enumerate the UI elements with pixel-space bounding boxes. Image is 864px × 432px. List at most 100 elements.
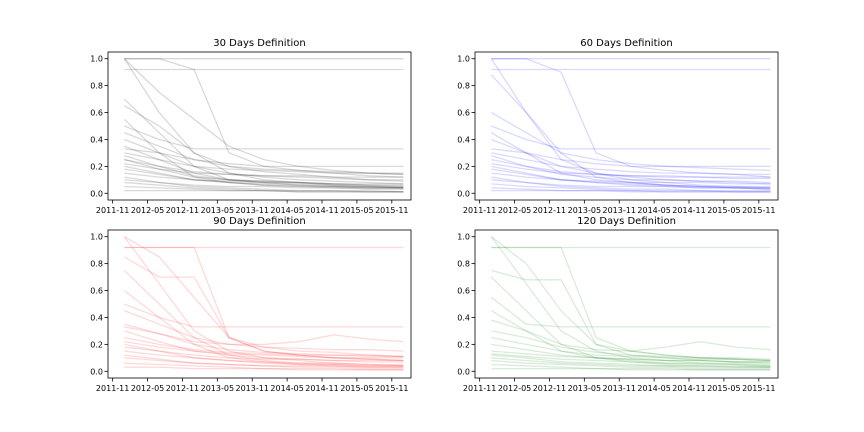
y-tick-label: 0.6: [90, 109, 103, 118]
x-tick-label: 2013-05: [568, 384, 601, 393]
series-line-15: [124, 154, 404, 186]
series-line-7: [490, 296, 771, 328]
y-tick-label: 0.6: [457, 287, 470, 296]
series-line-4: [124, 246, 404, 362]
x-tick-label: 2012-11: [166, 206, 199, 215]
chart-title: 120 Days Definition: [577, 216, 676, 227]
series-line-18: [491, 363, 771, 371]
x-tick-label: 2015-05: [707, 206, 740, 215]
series-line-20: [491, 183, 771, 193]
chart-title: 30 Days Definition: [213, 38, 305, 49]
series-line-16: [491, 357, 771, 368]
y-tick-label: 0.8: [457, 260, 470, 269]
series-line-16: [124, 158, 404, 181]
x-tick-label: 2014-11: [305, 384, 338, 393]
series-line-18: [491, 176, 771, 192]
y-tick-label: 0.4: [90, 135, 103, 144]
series-line-17: [491, 359, 771, 370]
series-line-17: [124, 350, 404, 366]
series-line-9: [491, 138, 771, 185]
x-tick-label: 2013-11: [236, 384, 269, 393]
series-line-8: [490, 310, 771, 367]
plot-frame: [107, 51, 412, 201]
series-line-11: [124, 326, 404, 352]
x-tick-label: 2013-11: [603, 206, 636, 215]
series-line-10: [491, 330, 771, 360]
x-tick-label: 2015-11: [375, 384, 408, 393]
series-line-18: [124, 163, 404, 178]
series-line-16: [491, 168, 771, 188]
series-line-19: [124, 165, 404, 190]
series-group: [123, 58, 404, 193]
y-tick-label: 0.0: [457, 189, 470, 198]
series-line-16: [124, 346, 404, 362]
plot-frame: [474, 51, 779, 201]
x-tick-label: 2015-11: [742, 206, 775, 215]
plot-frame: [474, 229, 779, 379]
series-line-8: [490, 132, 771, 189]
x-tick-label: 2013-11: [236, 206, 269, 215]
x-tick-label: 2014-11: [672, 206, 705, 215]
series-line-9: [124, 310, 404, 346]
series-line-23: [124, 179, 404, 189]
y-tick-label: 0.0: [457, 367, 470, 376]
series-line-24: [124, 181, 404, 193]
y-tick-label: 0.2: [90, 340, 103, 349]
chart-title: 60 Days Definition: [580, 38, 672, 49]
x-tick-label: 2011-11: [463, 384, 496, 393]
series-group: [123, 236, 404, 371]
y-tick-label: 0.8: [90, 82, 103, 91]
series-line-2: [123, 236, 404, 358]
series-line-8: [124, 303, 404, 328]
x-tick-label: 2013-05: [568, 206, 601, 215]
series-line-2: [490, 236, 771, 362]
series-line-17: [124, 158, 404, 188]
series-line-26: [124, 189, 404, 193]
y-tick-label: 0.0: [90, 189, 103, 198]
y-tick-label: 1.0: [457, 55, 470, 64]
y-tick-label: 0.4: [90, 313, 103, 322]
series-line-21: [491, 187, 771, 193]
series-line-9: [124, 125, 404, 150]
subplot-4: 120 Days Definition 0.0 0.2 0.4 0.6 0.8 1.0 201…: [457, 216, 779, 393]
series-line-12: [491, 343, 771, 363]
x-tick-label: 2013-05: [201, 206, 234, 215]
x-tick-label: 2011-11: [96, 206, 129, 215]
series-line-12: [491, 154, 771, 184]
series-line-1: [123, 236, 404, 367]
x-tick-label: 2014-05: [637, 384, 670, 393]
series-group: [490, 236, 771, 371]
series-line-22: [491, 189, 771, 193]
series-line-22: [124, 176, 404, 193]
y-tick-label: 0.2: [457, 162, 470, 171]
series-line-15: [491, 165, 771, 190]
series-line-4: [491, 246, 771, 362]
y-tick-label: 0.0: [90, 367, 103, 376]
y-tick-label: 1.0: [90, 55, 103, 64]
x-tick-label: 2012-05: [498, 384, 531, 393]
series-line-25: [124, 185, 404, 193]
x-tick-label: 2013-05: [201, 384, 234, 393]
x-tick-label: 2013-11: [603, 384, 636, 393]
series-line-15: [491, 354, 771, 368]
x-tick-label: 2014-05: [270, 206, 303, 215]
x-tick-label: 2015-05: [707, 384, 740, 393]
subplot-2: 60 Days Definition 0.0 0.2 0.4 0.6 0.8 1.0 2011…: [457, 38, 779, 215]
x-tick-label: 2012-05: [131, 206, 164, 215]
series-line-14: [491, 353, 771, 366]
x-tick-label: 2015-11: [375, 206, 408, 215]
series-line-13: [124, 148, 404, 168]
series-line-14: [491, 163, 771, 178]
series-group: [490, 58, 771, 193]
series-line-3: [124, 58, 404, 178]
series-line-5: [123, 256, 404, 362]
y-tick-label: 0.8: [90, 260, 103, 269]
x-tick-label: 2012-11: [166, 384, 199, 393]
series-line-7: [491, 125, 771, 150]
series-line-2: [491, 58, 771, 178]
plot-frame: [107, 229, 412, 379]
x-tick-label: 2011-11: [463, 206, 496, 215]
x-tick-label: 2011-11: [96, 384, 129, 393]
y-tick-label: 0.4: [457, 135, 470, 144]
x-tick-label: 2014-05: [637, 206, 670, 215]
